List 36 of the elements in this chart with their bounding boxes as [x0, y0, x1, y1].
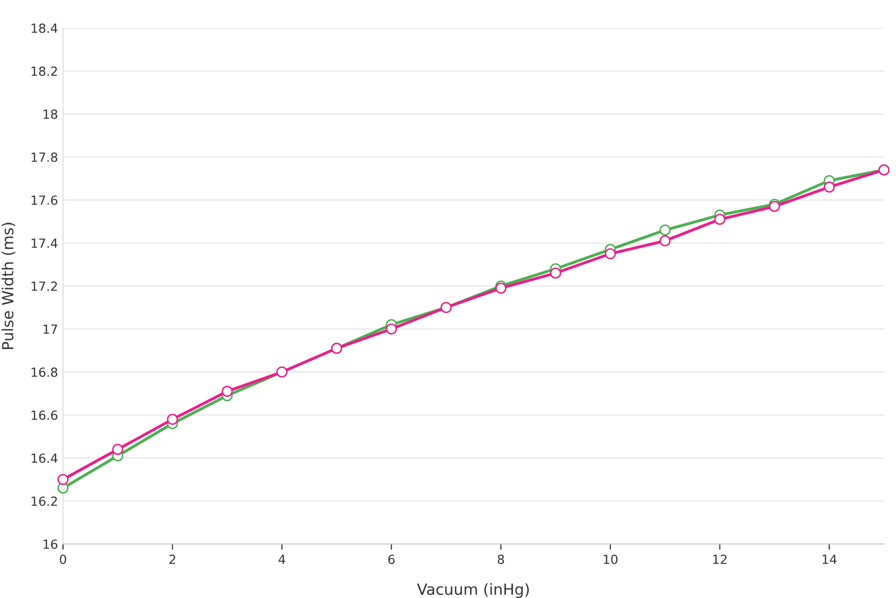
y-tick-label: 17.2 [32, 281, 57, 291]
point [714, 214, 726, 225]
x-tick-label: 2 [169, 554, 176, 564]
x-tick-label: 6 [388, 554, 395, 564]
x-tick-label: 14 [822, 554, 837, 564]
point [57, 474, 69, 486]
point [495, 282, 506, 294]
point [166, 414, 178, 425]
y-tick-label: 17.8 [32, 152, 58, 162]
y-tick-label: 17.6 [32, 195, 58, 205]
point [660, 224, 671, 236]
point [604, 248, 616, 260]
y-tick-label: 18.4 [32, 23, 58, 33]
x-tick-label: 8 [498, 554, 504, 564]
point [112, 444, 124, 455]
y-tick-label: 16.8 [32, 367, 58, 377]
y-tick-label: 16.6 [32, 410, 58, 420]
x-tick-label: 10 [604, 554, 618, 564]
y-tick-label: 16.4 [32, 453, 58, 463]
x-tick-label: 0 [60, 554, 66, 564]
point [222, 386, 233, 397]
point [660, 235, 671, 246]
point [824, 182, 835, 193]
y-tick-label: 17.4 [32, 238, 58, 248]
point [550, 268, 562, 279]
point [768, 200, 780, 212]
y-tick-label: 17 [44, 324, 58, 334]
y-axis-title: Pulse Width (ms) [2, 222, 16, 350]
x-tick-label: 4 [278, 554, 286, 564]
x-tick-label: 12 [713, 554, 726, 564]
y-tick-label: 16 [44, 539, 58, 549]
y-tick-label: 18.2 [32, 66, 57, 76]
point [386, 323, 397, 335]
y-tick-label: 16.2 [32, 496, 57, 506]
x-axis-title: Vacuum (inHg) [417, 583, 529, 598]
y-tick-label: 18 [44, 109, 58, 119]
